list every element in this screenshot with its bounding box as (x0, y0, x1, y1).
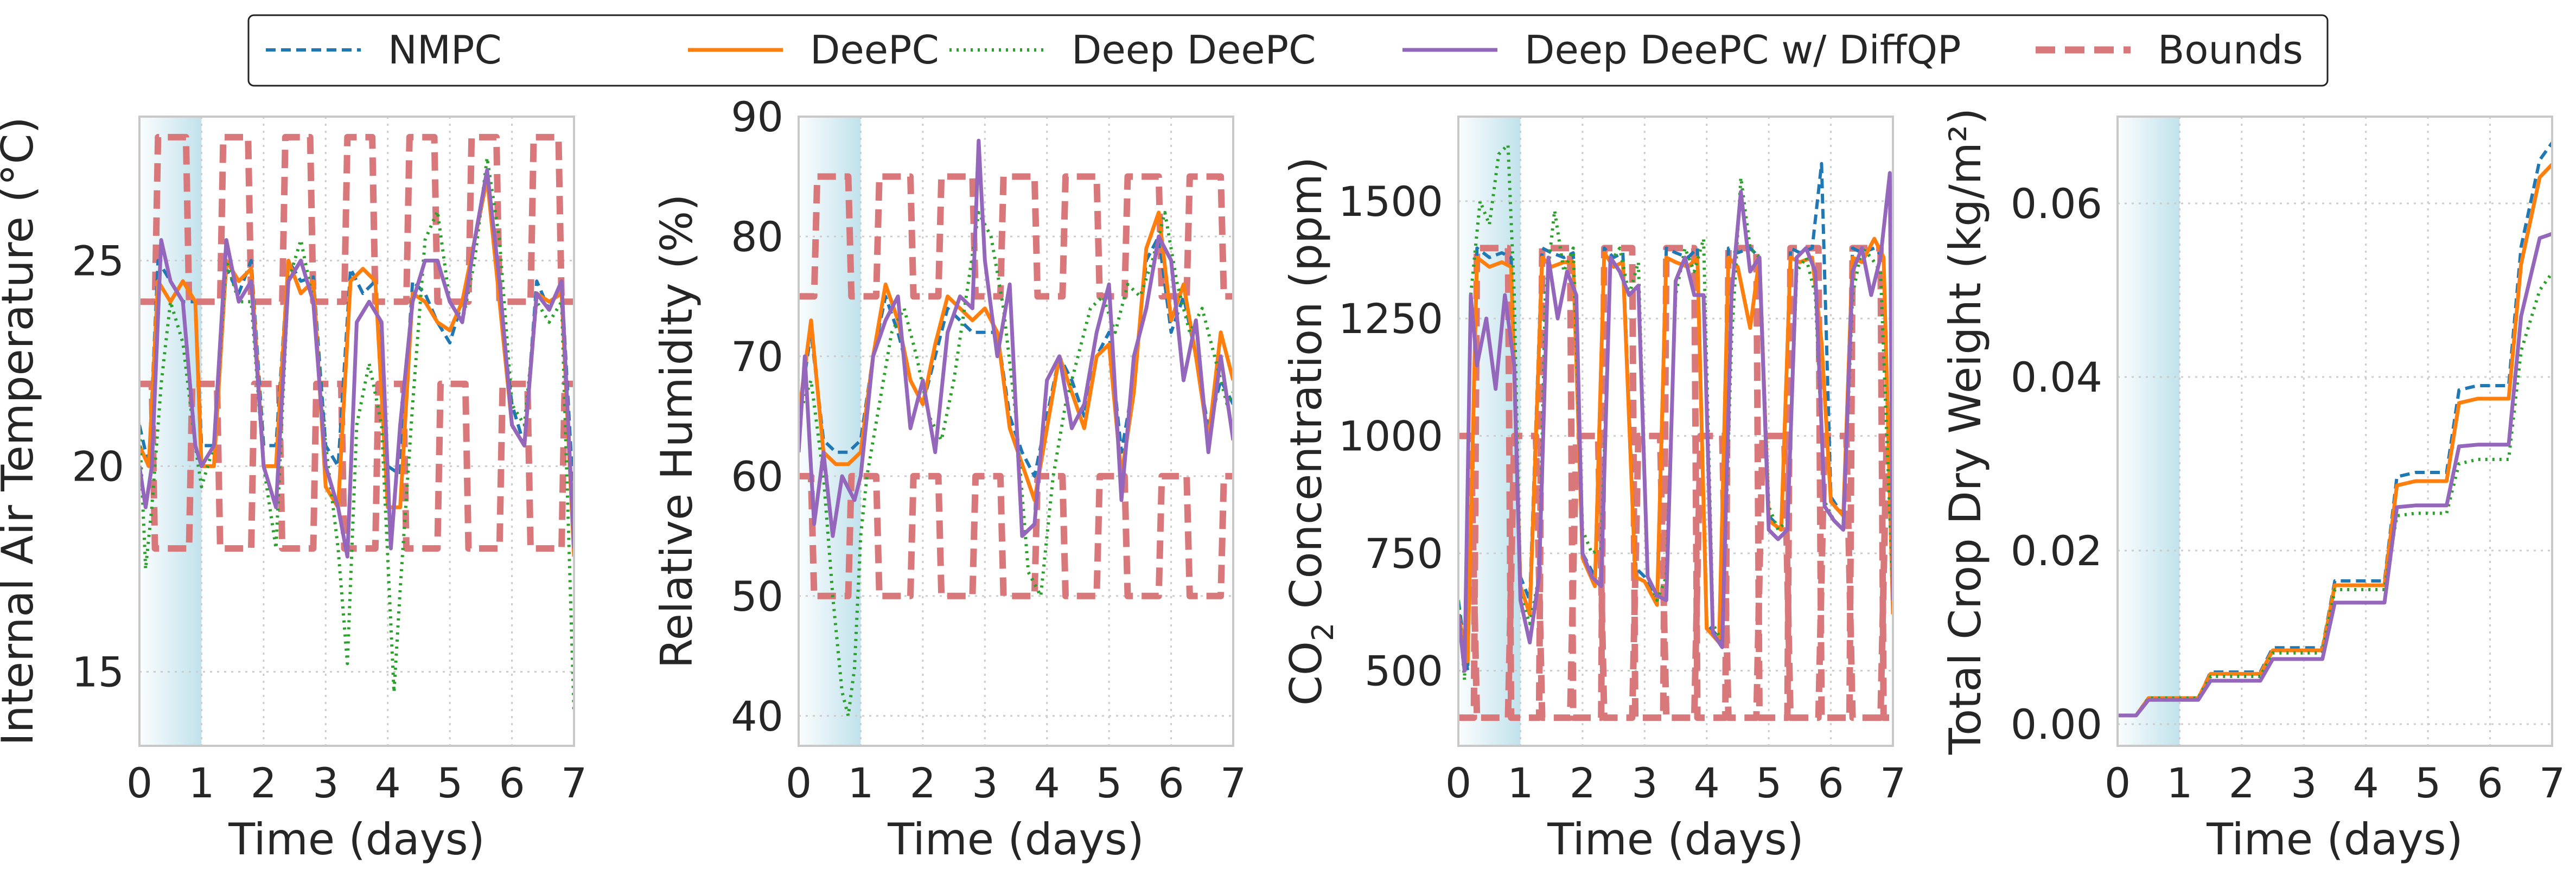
x-tick-label: 5 (1096, 759, 1122, 807)
legend-label-1: DeePC (810, 27, 939, 73)
shaded-region (2118, 117, 2180, 746)
series-deep-deepc-w-diffqp (139, 168, 574, 559)
legend-frame (247, 14, 2329, 87)
y-tick-label: 0.04 (2011, 353, 2102, 401)
x-tick-label: 3 (313, 759, 339, 807)
y-tick-label: 750 (1364, 529, 1443, 578)
y-tick-label: 25 (72, 236, 124, 285)
y-tick-label: 15 (72, 648, 124, 696)
series-deep-deepc-w-diffqp (1458, 171, 1893, 673)
x-axis-label: Time (days) (228, 814, 484, 865)
bounds-lower-line (139, 380, 574, 552)
series-deepc (2118, 163, 2552, 718)
y-tick-label: 50 (731, 572, 783, 621)
y-axis-label: Total Crop Dry Weight (kg/m²) (1940, 108, 1991, 755)
x-tick-label: 4 (1694, 759, 1720, 807)
x-tick-label: 3 (1631, 759, 1657, 807)
x-tick-label: 6 (2477, 759, 2503, 807)
legend-label-2: Deep DeePC (1072, 27, 1316, 73)
x-tick-label: 2 (2229, 759, 2255, 807)
y-tick-label: 90 (731, 93, 783, 141)
x-tick-label: 2 (910, 759, 936, 807)
x-tick-label: 6 (1818, 759, 1844, 807)
x-tick-label: 6 (499, 759, 525, 807)
grid (2116, 117, 2553, 746)
x-tick-label: 3 (972, 759, 998, 807)
panel-1: 0 1 2 3 4 5 6 7 15 20 25 Time (days) Internal Air Te… (0, 116, 587, 865)
legend: NMPC DeePC Deep DeePC Deep DeePC w/ DiffQP B… (247, 14, 2329, 87)
x-tick-label: 1 (188, 759, 214, 807)
x-tick-label: 4 (375, 759, 401, 807)
y-tick-label: 0.00 (2011, 700, 2102, 749)
plot-area (799, 138, 1233, 718)
series-deep-deepc-w-diffqp (799, 138, 1233, 538)
x-tick-label: 4 (2353, 759, 2379, 807)
legend-label-3: Deep DeePC w/ DiffQP (1525, 27, 1961, 73)
plot-area (139, 133, 574, 713)
x-tick-label: 7 (1220, 759, 1246, 807)
y-tick-label: 1500 (1338, 177, 1443, 226)
y-tick-label: 40 (731, 692, 783, 740)
series-deepc (1458, 236, 1893, 663)
y-tick-label: 0.02 (2011, 527, 2102, 575)
legend-label-0: NMPC (388, 27, 502, 73)
x-tick-label: 2 (251, 759, 277, 807)
plot-area (2118, 142, 2552, 718)
x-tick-label: 7 (2539, 759, 2565, 807)
x-tick-label: 0 (126, 759, 152, 807)
y-tick-label: 70 (731, 333, 783, 381)
panel-2: 0 1 2 3 4 5 6 7 40 50 60 70 80 90 Time (days) Relative … (652, 93, 1246, 865)
y-axis-label: CO2 Concentration (ppm) (1281, 157, 1340, 706)
series-deep-deepc (139, 156, 574, 713)
x-tick-label: 1 (1507, 759, 1533, 807)
x-tick-label: 5 (2415, 759, 2441, 807)
x-tick-label: 1 (2166, 759, 2192, 807)
x-tick-label: 0 (1445, 759, 1471, 807)
y-tick-label: 60 (731, 452, 783, 501)
y-tick-label: 20 (72, 442, 124, 490)
bounds-upper-line (799, 173, 1233, 300)
x-tick-label: 5 (437, 759, 463, 807)
x-axis-label: Time (days) (2206, 814, 2463, 865)
bounds-lower-line (799, 472, 1233, 599)
plot-area (1458, 143, 1893, 721)
series-deep-deepc (2118, 272, 2552, 717)
y-tick-label: 1000 (1338, 412, 1443, 461)
x-tick-label: 6 (1158, 759, 1184, 807)
y-axis-label: Internal Air Temperature (°C) (0, 117, 43, 746)
y-tick-label: 80 (731, 213, 783, 261)
legend-label-4: Bounds (2158, 27, 2303, 73)
y-tick-label: 500 (1364, 647, 1443, 695)
axes-frame (2116, 116, 2553, 747)
series-deep-deepc-w-diffqp (2118, 232, 2552, 718)
panel-4: 0 1 2 3 4 5 6 7 0.00 0.02 0.04 0.06 Time (days) Total… (1940, 108, 2565, 865)
series-nmpc (2118, 142, 2552, 717)
x-tick-label: 7 (561, 759, 587, 807)
axes-frame (138, 116, 575, 747)
x-axis-label: Time (days) (887, 814, 1144, 865)
x-tick-label: 1 (847, 759, 873, 807)
x-tick-label: 3 (2291, 759, 2317, 807)
x-tick-label: 2 (1570, 759, 1596, 807)
y-axis-label: Relative Humidity (%) (652, 194, 702, 669)
axes-frame (798, 116, 1234, 747)
axes-frame (1457, 116, 1894, 747)
panel-3: 0 1 2 3 4 5 6 7 500 750 1000 1250 1500 Time (days) CO2… (1281, 116, 1906, 865)
x-axis-label: Time (days) (1547, 814, 1803, 865)
x-tick-label: 0 (2105, 759, 2131, 807)
x-tick-label: 7 (1880, 759, 1906, 807)
y-tick-label: 1250 (1338, 295, 1443, 343)
series-nmpc (1458, 162, 1893, 673)
x-tick-label: 0 (786, 759, 812, 807)
x-tick-label: 5 (1756, 759, 1782, 807)
x-tick-label: 4 (1034, 759, 1060, 807)
bounds-upper-line (1458, 245, 1893, 721)
y-tick-label: 0.06 (2011, 180, 2102, 228)
